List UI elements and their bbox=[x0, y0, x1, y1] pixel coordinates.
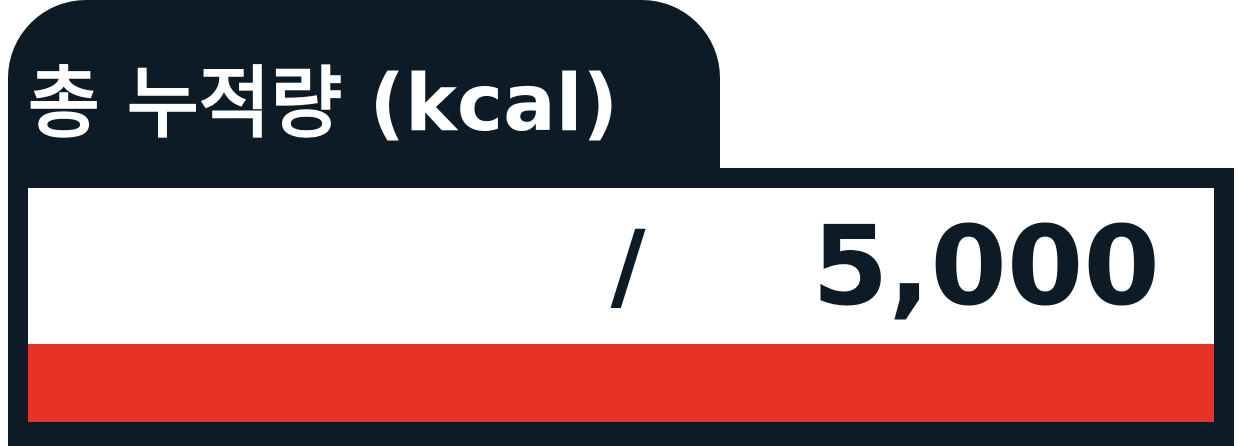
title-label: 총 누적량 (kcal) bbox=[28, 59, 619, 149]
current-total bbox=[268, 188, 568, 344]
goal-total: 5,000 bbox=[812, 202, 1160, 330]
title-tab bbox=[8, 0, 720, 190]
value-separator: / bbox=[610, 210, 646, 322]
value-display: / 5,000 bbox=[28, 188, 1214, 344]
progress-bar bbox=[28, 344, 1214, 422]
